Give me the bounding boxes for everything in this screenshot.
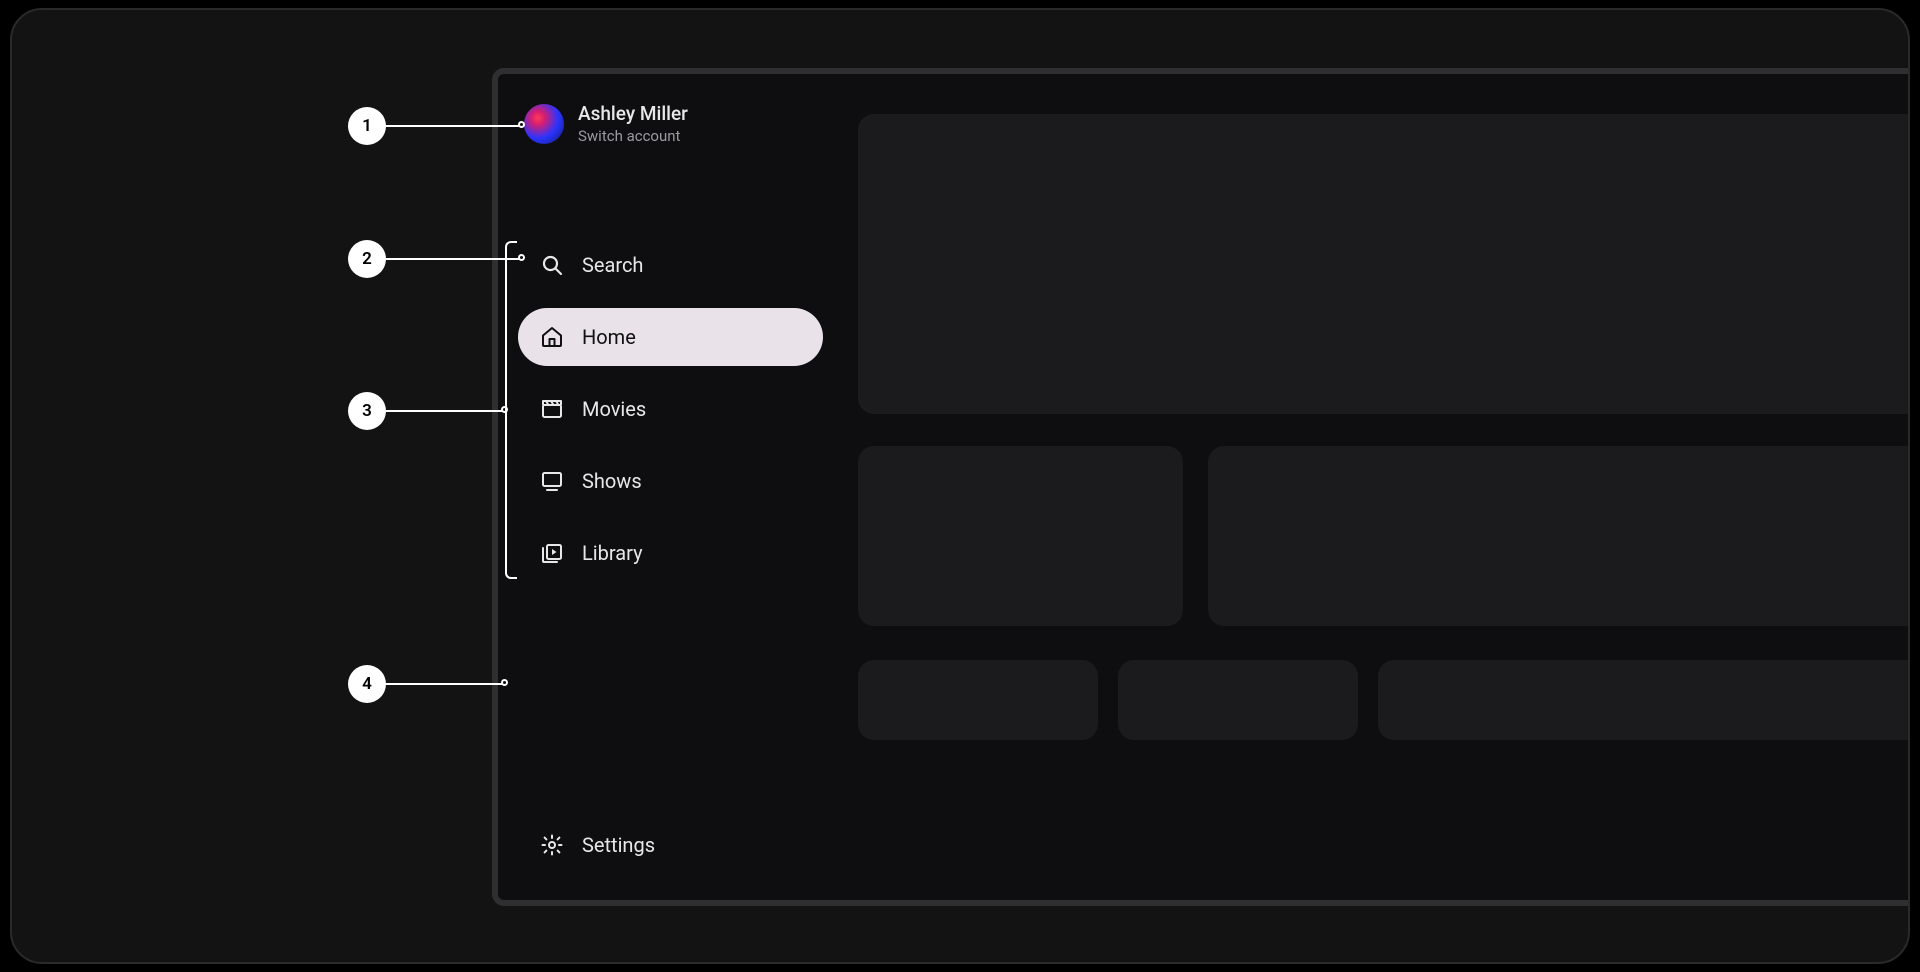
annotation-badge-2: 2 [348, 240, 386, 278]
nav-item-library[interactable]: Library [518, 524, 823, 582]
annotation-number: 4 [362, 674, 372, 694]
content-tile [1118, 660, 1358, 740]
annotation-number: 2 [362, 249, 372, 269]
profile-text: Ashley Miller Switch account [578, 103, 688, 146]
annotation-line [386, 125, 520, 127]
sidebar: Ashley Miller Switch account Search [498, 74, 843, 900]
nav-label: Shows [582, 469, 642, 493]
annotation-line [386, 258, 520, 260]
content-tile [1378, 660, 1908, 740]
nav-label: Home [582, 325, 636, 349]
home-icon [540, 325, 564, 349]
annotation-number: 3 [362, 401, 372, 421]
annotation-endpoint [518, 121, 525, 128]
annotation-badge-3: 3 [348, 392, 386, 430]
nav-label: Library [582, 541, 643, 565]
content-tile [858, 114, 1908, 414]
nav-label: Settings [582, 833, 655, 857]
annotation-badge-4: 4 [348, 665, 386, 703]
nav-label: Movies [582, 397, 646, 421]
library-icon [540, 541, 564, 565]
nav-label: Search [582, 253, 643, 277]
annotation-line [386, 683, 503, 685]
nav-item-movies[interactable]: Movies [518, 380, 823, 438]
nav-item-search[interactable]: Search [518, 236, 823, 294]
nav-item-shows[interactable]: Shows [518, 452, 823, 510]
avatar [524, 104, 564, 144]
clapper-icon [540, 397, 564, 421]
annotation-number: 1 [362, 116, 372, 136]
gear-icon [540, 833, 564, 857]
annotation-endpoint [501, 679, 508, 686]
documentation-frame: Ashley Miller Switch account Search [10, 8, 1910, 964]
content-tile [858, 446, 1183, 626]
annotation-endpoint [518, 254, 525, 261]
content-area [858, 94, 1908, 900]
app-frame: Ashley Miller Switch account Search [492, 68, 1908, 906]
nav-item-home[interactable]: Home [518, 308, 823, 366]
content-tile [1208, 446, 1908, 626]
profile-subtitle: Switch account [578, 127, 688, 145]
annotation-line [386, 410, 503, 412]
tv-icon [540, 469, 564, 493]
annotation-badge-1: 1 [348, 107, 386, 145]
annotation-endpoint [501, 406, 508, 413]
nav-item-settings[interactable]: Settings [518, 816, 823, 874]
content-tile [858, 660, 1098, 740]
nav-list: Search Home [518, 236, 823, 582]
profile-switcher[interactable]: Ashley Miller Switch account [518, 102, 823, 146]
profile-name: Ashley Miller [578, 103, 688, 126]
search-icon [540, 253, 564, 277]
